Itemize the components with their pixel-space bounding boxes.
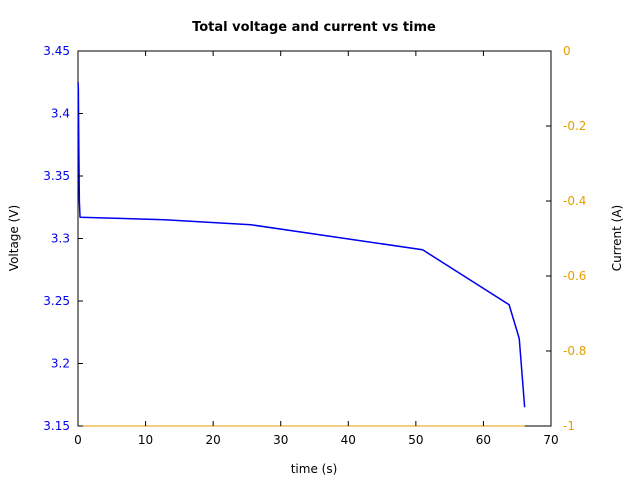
y-right-tick-label: -0.4 <box>563 194 586 208</box>
y-right-tick-label: -0.2 <box>563 119 586 133</box>
x-tick-label: 20 <box>206 433 221 447</box>
x-tick-label: 40 <box>341 433 356 447</box>
y-left-tick-label: 3.45 <box>43 44 70 58</box>
x-tick-label: 60 <box>476 433 491 447</box>
y-axis-left-label: Voltage (V) <box>7 205 21 271</box>
plot-frame <box>77 50 552 427</box>
y-right-tick-label: 0 <box>563 44 571 58</box>
x-tick-label: 50 <box>408 433 423 447</box>
plot-area: 0 10 20 30 40 50 60 70 3.15 3.2 3.25 3.3 3.35 3.4 3.45… <box>43 44 586 447</box>
x-axis-label: time (s) <box>291 462 338 476</box>
y-left-tick-label: 3.25 <box>43 294 70 308</box>
y-right-tick-label: -0.8 <box>563 344 586 358</box>
y-right-tick-label: -0.6 <box>563 269 586 283</box>
y-left-tick-label: 3.4 <box>51 107 70 121</box>
y-left-tick-label: 3.3 <box>51 232 70 246</box>
x-tick-label: 30 <box>273 433 288 447</box>
chart-title: Total voltage and current vs time <box>192 20 436 35</box>
y-left-tick-label: 3.2 <box>51 357 70 371</box>
x-tick-label: 10 <box>138 433 153 447</box>
y-left-tick-label: 3.15 <box>43 419 70 433</box>
voltage-series-line <box>77 82 526 408</box>
x-tick-label: 70 <box>543 433 558 447</box>
y-right-tick-label: -1 <box>563 419 575 433</box>
y-axis-right-label: Current (A) <box>610 205 624 271</box>
x-tick-label: 0 <box>74 433 82 447</box>
y-left-tick-label: 3.35 <box>43 169 70 183</box>
